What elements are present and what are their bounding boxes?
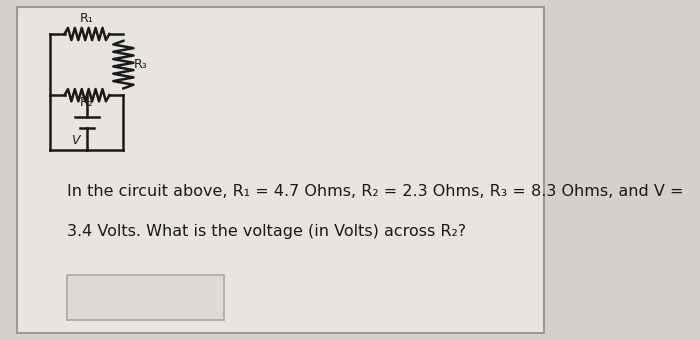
Text: 3.4 Volts. What is the voltage (in Volts) across R₂?: 3.4 Volts. What is the voltage (in Volts… [67, 224, 466, 239]
Text: R₂: R₂ [80, 96, 94, 109]
FancyBboxPatch shape [67, 275, 225, 320]
Text: R₁: R₁ [80, 13, 94, 26]
FancyBboxPatch shape [17, 7, 544, 333]
Text: In the circuit above, R₁ = 4.7 Ohms, R₂ = 2.3 Ohms, R₃ = 8.3 Ohms, and V =: In the circuit above, R₁ = 4.7 Ohms, R₂ … [67, 184, 684, 199]
Text: V: V [71, 134, 80, 147]
Text: R₃: R₃ [134, 58, 147, 71]
